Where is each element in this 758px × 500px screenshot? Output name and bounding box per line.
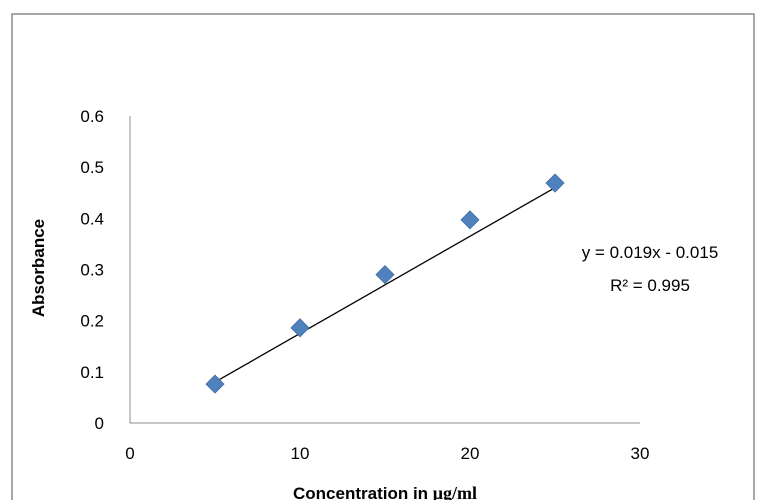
chart-border [11,13,755,500]
y-tick-labels: 0 0.1 0.2 0.3 0.4 0.5 0.6 [80,107,104,433]
y-tick-label: 0.1 [80,363,104,382]
data-points [205,173,565,394]
r-squared-label: R² = 0.995 [610,276,690,295]
x-axis-title-text: Concentration in [293,484,433,500]
y-axis-title: Absorbance [29,219,48,317]
x-tick-label: 30 [631,444,650,463]
x-tick-label: 10 [291,444,310,463]
x-axis-title: Concentration in μg/ml [293,483,477,500]
y-tick-label: 0.2 [80,312,104,331]
x-tick-label: 20 [461,444,480,463]
y-tick-label: 0.4 [80,209,104,228]
trendline [214,187,556,383]
x-tick-labels: 0 10 20 30 [125,444,649,463]
x-axis-title-unit: μg/ml [433,483,477,500]
equation-label: y = 0.019x - 0.015 [582,243,719,262]
data-point [290,318,310,338]
data-point [460,210,480,230]
y-tick-label: 0.6 [80,107,104,126]
y-tick-label: 0.5 [80,158,104,177]
y-tick-label: 0.3 [80,261,104,280]
x-tick-label: 0 [125,444,134,463]
data-point [205,374,225,394]
data-point [375,265,395,285]
y-tick-label: 0 [95,414,104,433]
data-point [545,173,565,193]
